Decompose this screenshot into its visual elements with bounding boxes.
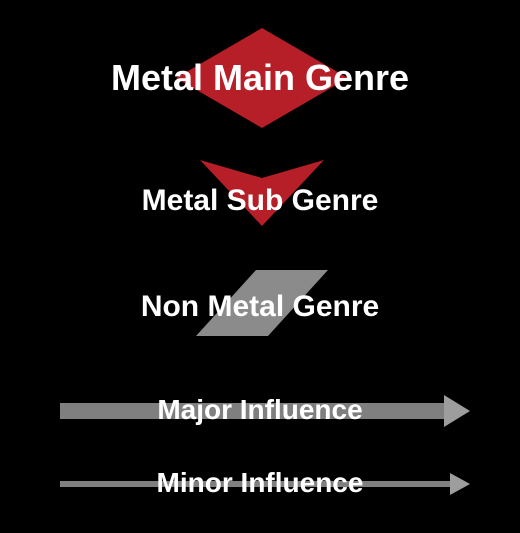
legend-diagram: Metal Main Genre Metal Sub Genre Non Met… bbox=[0, 0, 520, 533]
legend-label-minor-influence: Minor Influence bbox=[0, 468, 520, 499]
arrow-right-icon bbox=[0, 0, 520, 533]
